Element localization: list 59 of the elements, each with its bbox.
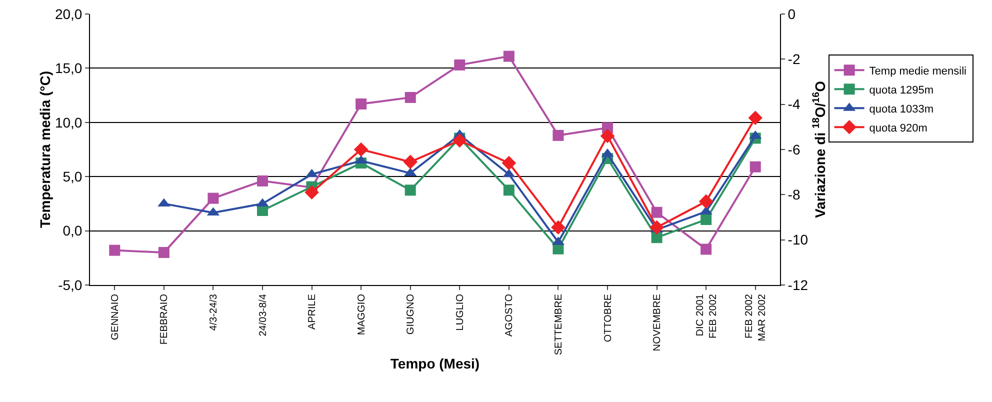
x-tick-label: 24/03-8/4 <box>258 294 269 336</box>
point <box>551 220 566 235</box>
y-tick-label: 5,0 <box>62 168 82 184</box>
y-axis-title: Temperatura media (°C) <box>36 70 53 228</box>
point <box>750 161 761 172</box>
legend-label: quota 1033m <box>869 103 934 116</box>
point <box>304 185 319 200</box>
x-tick-label: GENNAIO <box>110 294 121 340</box>
point <box>403 154 418 170</box>
x-axis-title: Tempo (Mesi) <box>390 355 480 372</box>
y2-tick-label: 0 <box>788 6 796 22</box>
y2-tick-label: -6 <box>788 141 800 158</box>
legend-label: quota 920m <box>869 122 928 134</box>
point <box>257 175 268 186</box>
point <box>502 156 516 170</box>
point <box>503 50 514 62</box>
point <box>404 92 416 103</box>
y2-tick-label: -2 <box>788 51 800 68</box>
point <box>454 59 466 70</box>
x-tick-label: FEBBRAIO <box>159 294 170 345</box>
x-tick-label: DIC 2001 FEB 2002 <box>694 294 719 338</box>
x-tick-label: GIUGNO <box>406 294 417 335</box>
point <box>700 244 712 255</box>
y2-tick-label: -4 <box>788 96 800 112</box>
point <box>452 133 467 148</box>
y2-tick-label: -12 <box>788 276 808 293</box>
point <box>700 214 712 226</box>
point <box>503 184 514 196</box>
y2-tick-label: -10 <box>788 232 808 248</box>
y-tick-label: -5,0 <box>58 276 82 293</box>
point <box>748 110 763 126</box>
x-tick-label: AGOSTO <box>504 294 516 337</box>
x-tick-label: NOVEMBRE <box>652 294 664 352</box>
point <box>600 128 615 144</box>
point <box>651 206 662 218</box>
point <box>650 220 664 235</box>
y-tick-label: 20,0 <box>54 6 82 22</box>
point <box>404 184 416 196</box>
point <box>354 142 368 157</box>
y-tick-label: 10,0 <box>54 114 82 130</box>
point <box>109 244 120 256</box>
y2-tick-label: -8 <box>788 186 800 203</box>
point <box>208 192 219 204</box>
y-tick-label: 15,0 <box>54 60 82 76</box>
x-tick-label: FEB 2002 MAR 2002 <box>744 294 768 342</box>
x-tick-label: LUGLIO <box>454 294 466 331</box>
x-tick-label: OTTOBRE <box>602 294 614 342</box>
point <box>651 232 662 244</box>
x-tick-label: 4/3-24/3 <box>208 294 220 331</box>
point <box>552 130 564 141</box>
point <box>698 194 714 209</box>
y-tick-label: 0,0 <box>62 222 82 239</box>
point <box>356 98 367 110</box>
x-tick-label: MAGGIO <box>356 294 368 336</box>
x-tick-label: APRILE <box>307 294 318 330</box>
legend-label: Temp medie mensili <box>869 65 967 78</box>
point <box>158 246 170 258</box>
x-tick-label: SETTEMBRE <box>553 294 564 356</box>
legend-label: quota 1295m <box>869 84 934 96</box>
